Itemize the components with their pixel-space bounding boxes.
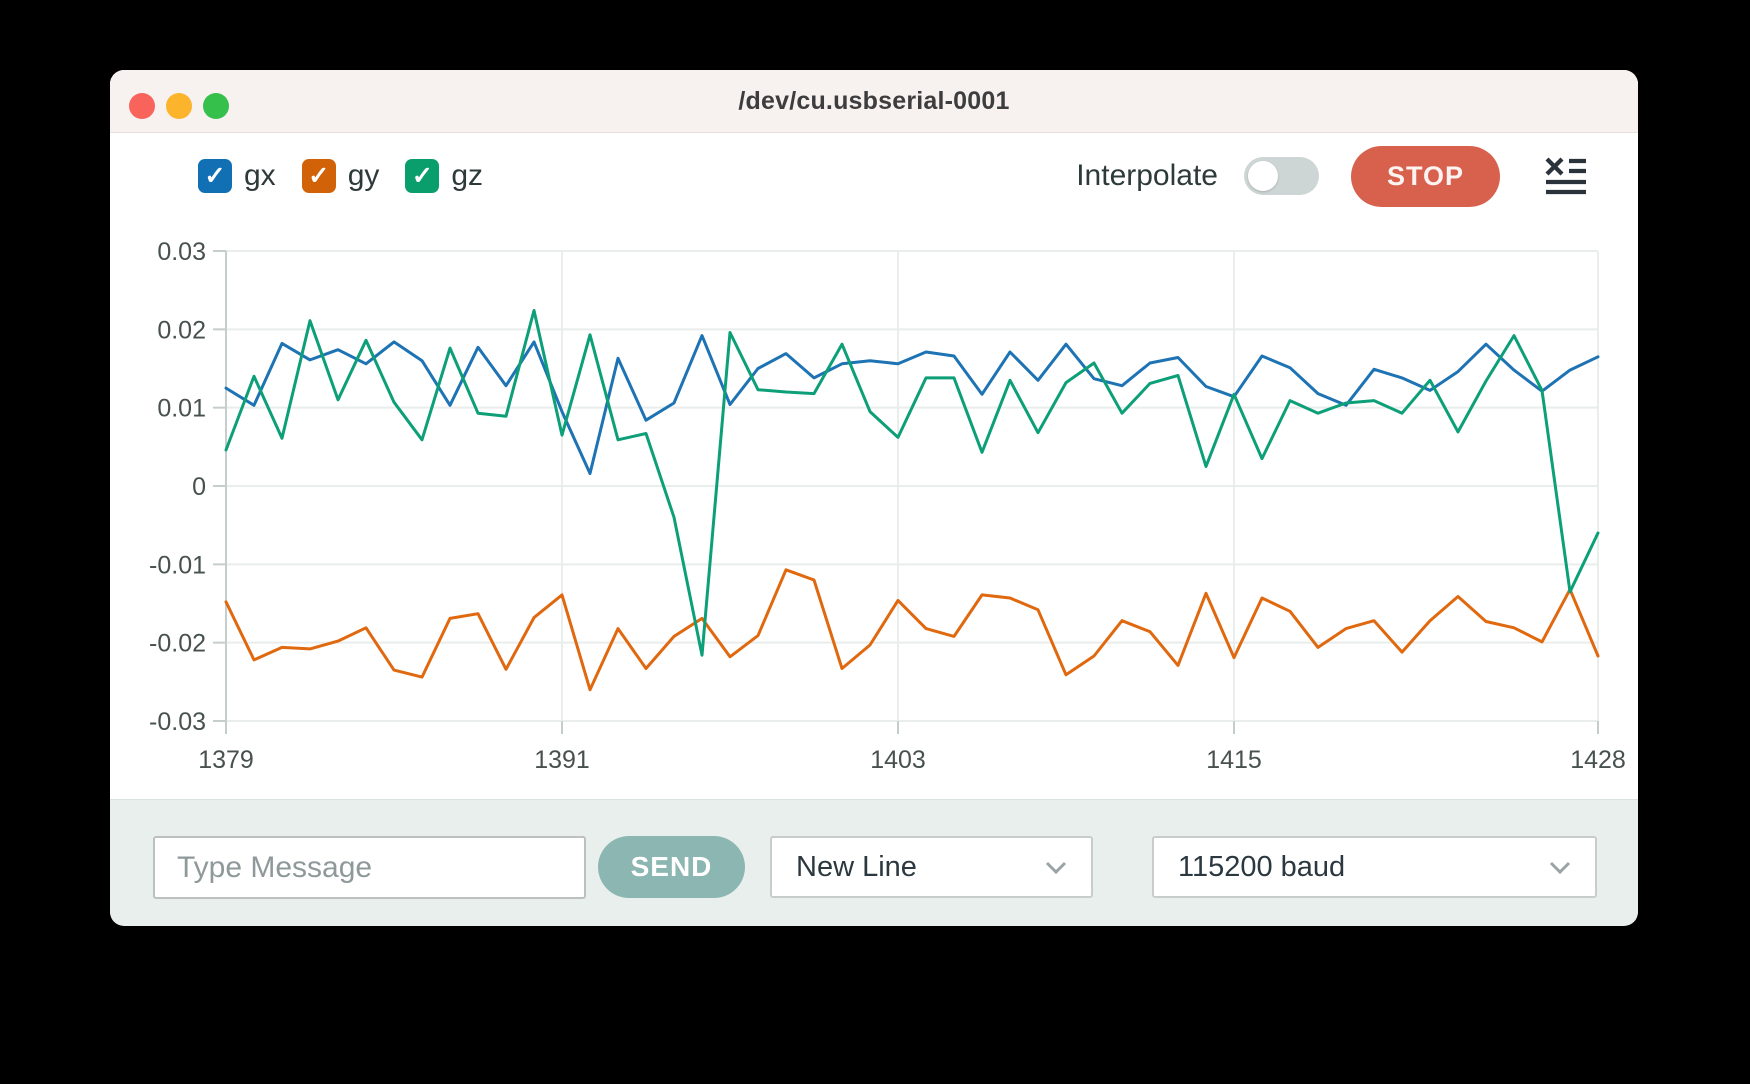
toggle-knob-icon: [1248, 161, 1278, 191]
clear-list-icon[interactable]: [1544, 156, 1588, 196]
y-axis-label: 0.03: [157, 238, 206, 266]
message-input[interactable]: [153, 836, 586, 899]
send-button[interactable]: SEND: [598, 836, 745, 898]
legend-label: gx: [244, 159, 276, 192]
legend-label: gz: [451, 159, 484, 192]
legend-item-gz: ✓ gz: [405, 159, 483, 193]
series-line-gx: [224, 334, 1600, 475]
y-axis-label: 0: [192, 473, 206, 501]
zoom-window-button[interactable]: [203, 93, 229, 119]
stop-button[interactable]: STOP: [1351, 145, 1500, 207]
line-ending-select[interactable]: New Line: [770, 836, 1093, 898]
series-line-gz: [224, 309, 1600, 657]
x-axis-label: 1379: [198, 746, 254, 774]
plot-controls-bar: ✓ gx ✓ gy ✓ gz Interpolate STOP: [110, 132, 1638, 220]
window-title: /dev/cu.usbserial-0001: [738, 87, 1010, 115]
legend-item-gy: ✓ gy: [301, 159, 380, 193]
chevron-down-icon: [1045, 861, 1067, 874]
chevron-down-icon: [1549, 861, 1571, 874]
close-window-button[interactable]: [129, 93, 155, 119]
line-chart: 0.03 0.02 0.01 0 -0.01 -0.02 -0.03 1379 1391 1403…: [149, 238, 1626, 774]
legend-label: gy: [347, 159, 380, 192]
series-checkbox-gy[interactable]: ✓: [301, 159, 336, 193]
interpolate-label: Interpolate: [1076, 159, 1218, 192]
interpolate-toggle[interactable]: [1244, 157, 1319, 195]
x-axis-label: 1391: [534, 746, 590, 774]
series-line-gy: [224, 568, 1600, 692]
y-axis-label: -0.02: [149, 630, 206, 658]
serial-plotter-window: /dev/cu.usbserial-0001 ✓ gx ✓ gy ✓ gz Interpo…: [110, 70, 1638, 926]
x-axis-label: 1403: [870, 746, 926, 774]
series-checkbox-gx[interactable]: ✓: [198, 159, 232, 193]
title-bar: /dev/cu.usbserial-0001: [110, 70, 1638, 133]
x-axis-label: 1428: [1570, 746, 1626, 774]
legend-item-gx: ✓ gx: [198, 159, 276, 193]
series-checkbox-gz[interactable]: ✓: [405, 159, 440, 193]
y-axis-label: -0.01: [149, 551, 206, 579]
line-ending-value: New Line: [796, 850, 917, 883]
x-axis-label: 1415: [1206, 746, 1262, 774]
minimize-window-button[interactable]: [166, 93, 192, 119]
y-axis-label: 0.02: [157, 316, 206, 344]
series-legend: ✓ gx ✓ gy ✓ gz: [198, 159, 483, 193]
baud-rate-value: 115200 baud: [1178, 850, 1346, 883]
y-axis-label: -0.03: [149, 708, 206, 736]
serial-console-bar: SEND New Line 115200 baud: [110, 799, 1638, 926]
baud-rate-select[interactable]: 115200 baud: [1152, 836, 1597, 898]
y-axis-label: 0.01: [157, 395, 206, 423]
